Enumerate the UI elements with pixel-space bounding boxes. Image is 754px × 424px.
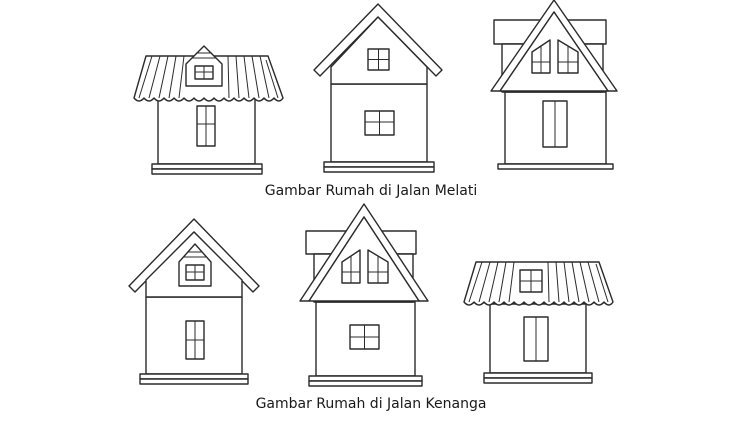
- house-kenanga-1: [128, 218, 260, 385]
- roof-ridges: [468, 261, 609, 303]
- house-melati-3: [490, 0, 618, 170]
- house-foundation: [308, 380, 423, 387]
- a-frame-face: [308, 216, 420, 302]
- house-foundation: [323, 166, 435, 173]
- a-frame-face: [499, 11, 609, 92]
- house-melati-1: [133, 45, 284, 175]
- house-base: [308, 375, 423, 382]
- roof-ridges: [138, 55, 279, 99]
- caption-jalan-melati: Gambar Rumah di Jalan Melati: [264, 183, 478, 199]
- house-foundation: [497, 163, 614, 170]
- house-foundation: [151, 168, 263, 175]
- house-melati-2: [313, 3, 443, 173]
- house-kenanga-2: [299, 203, 429, 387]
- caption-jalan-kenanga: Gambar Rumah di Jalan Kenanga: [255, 396, 487, 412]
- house-foundation: [483, 377, 593, 384]
- house-foundation: [139, 378, 249, 385]
- house-base: [151, 163, 263, 170]
- house-base: [483, 372, 593, 379]
- house-base: [139, 373, 249, 380]
- house-kenanga-3: [463, 261, 614, 384]
- house-base: [323, 161, 435, 168]
